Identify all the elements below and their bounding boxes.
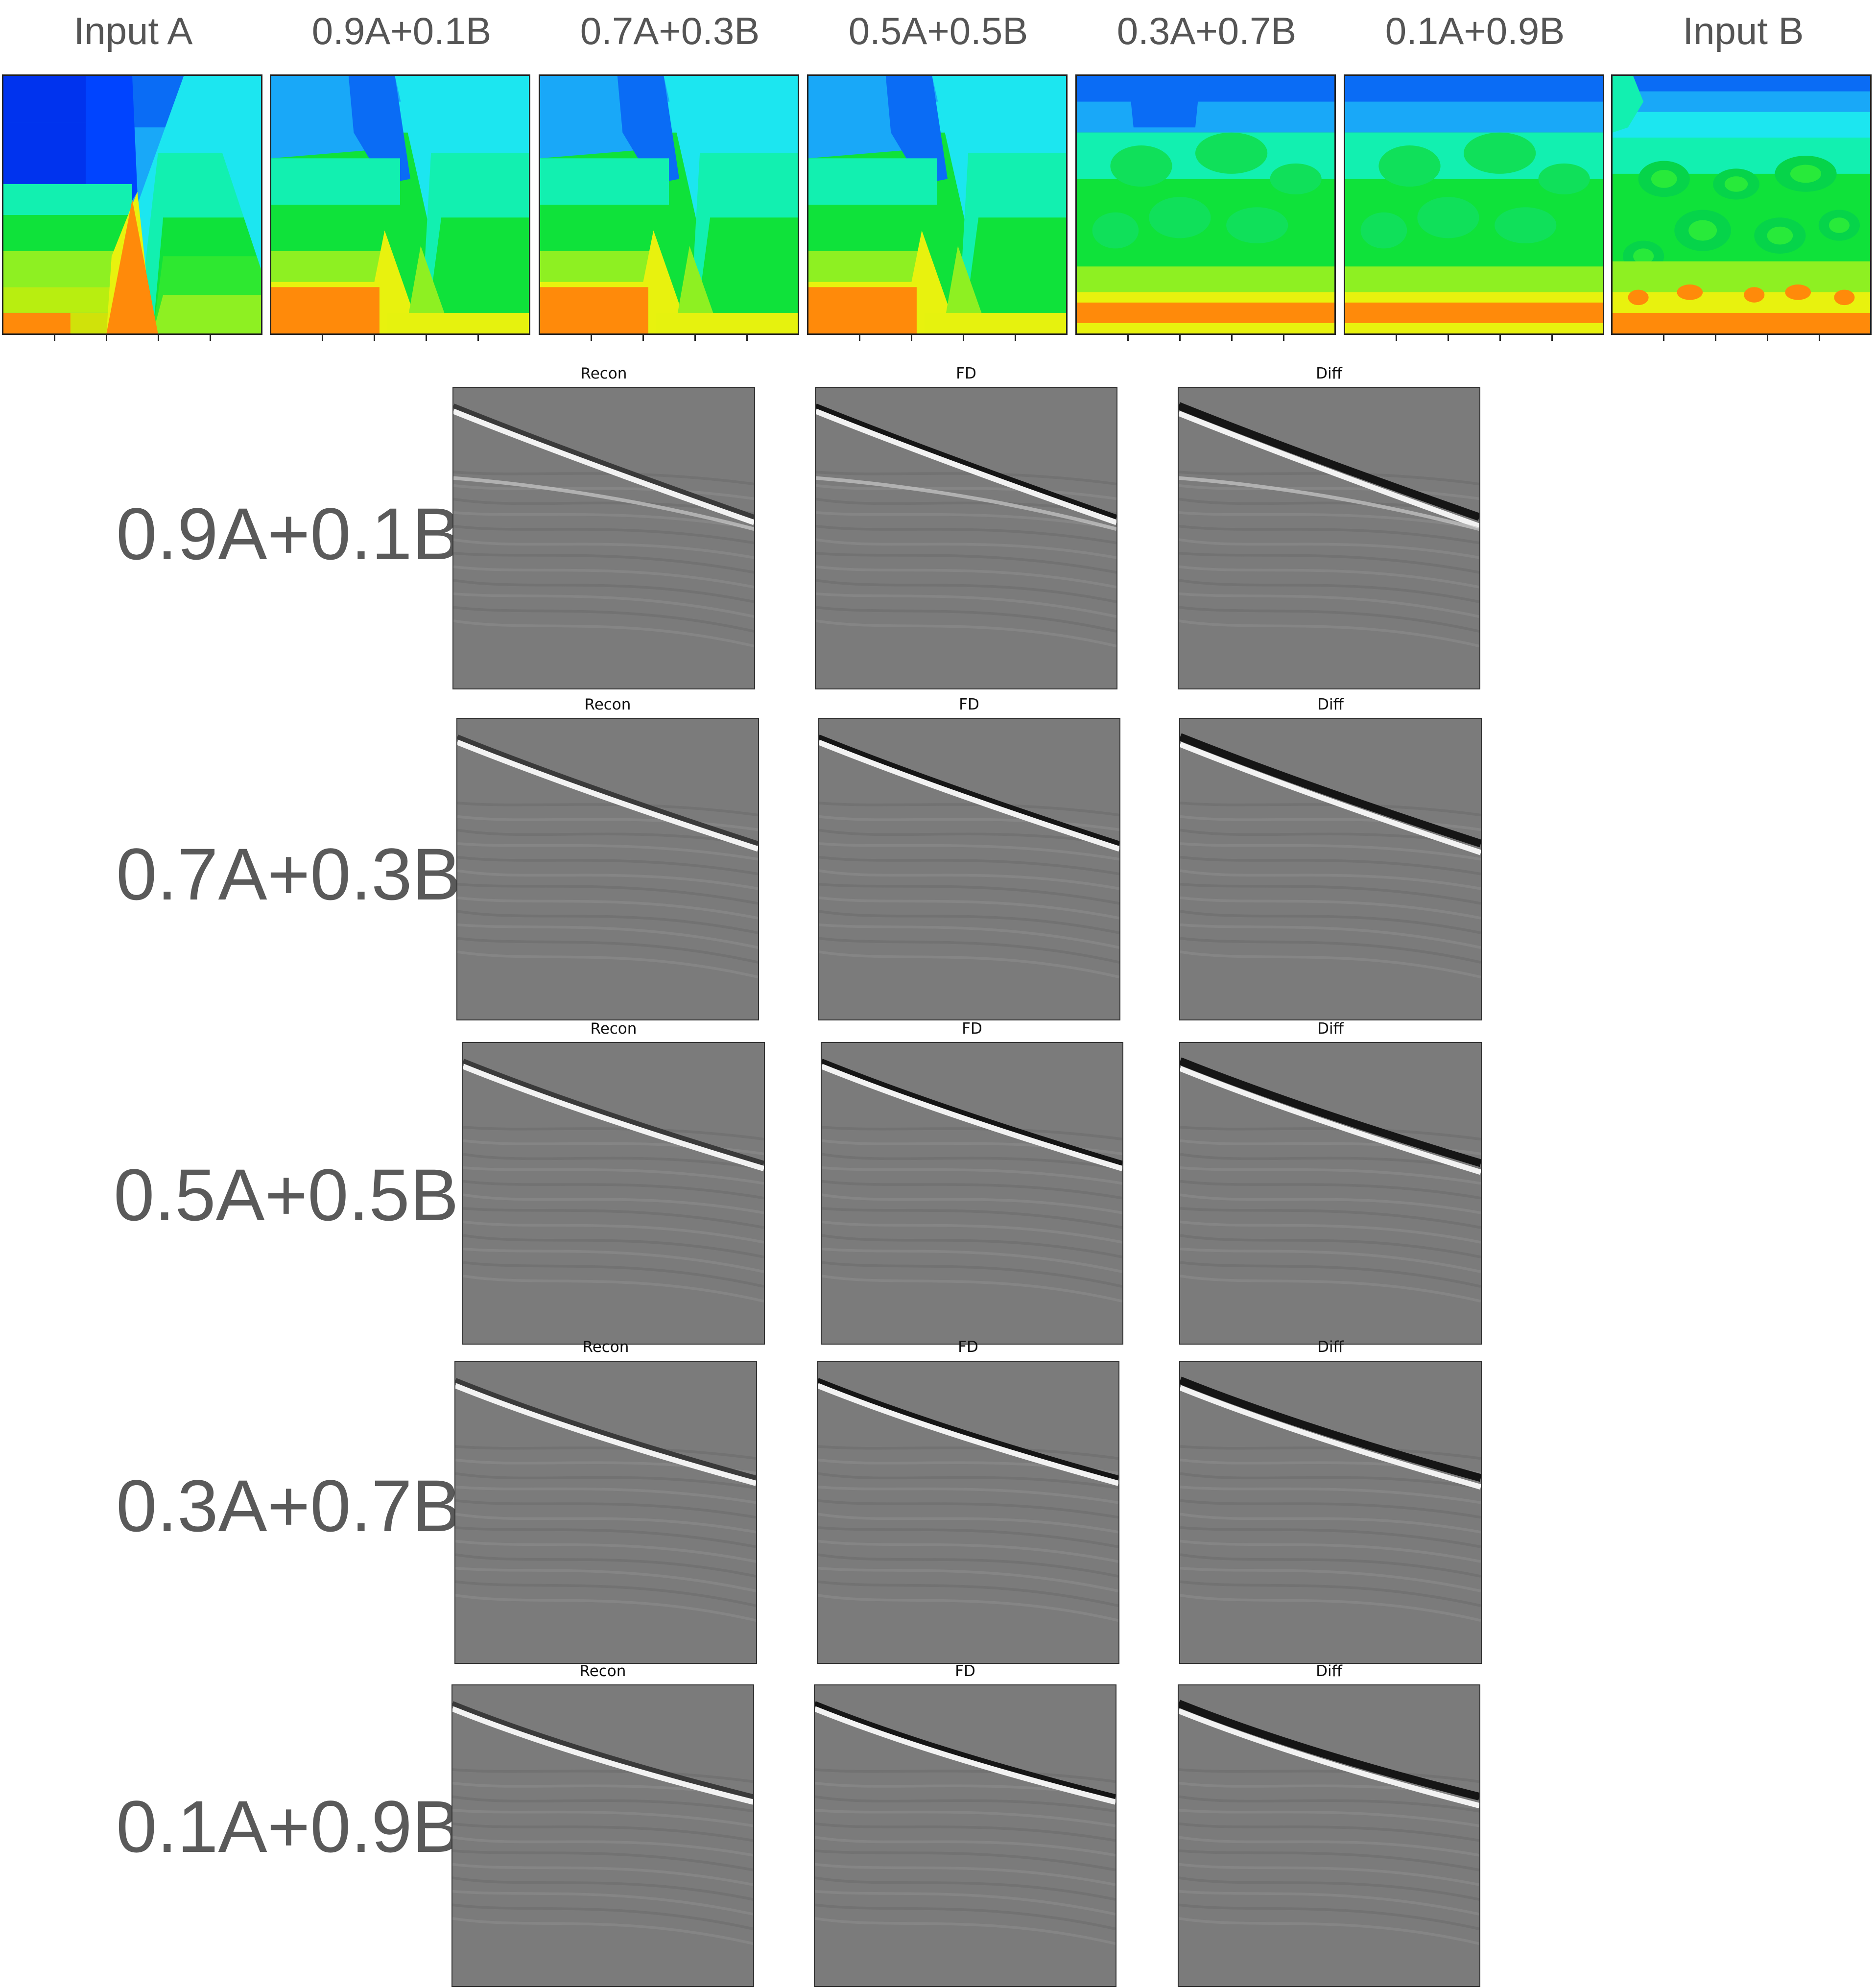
- row-label: 0.7A+0.3B: [116, 833, 461, 915]
- velocity-map-image: [1611, 74, 1872, 335]
- axis-tick-mark: [1179, 335, 1181, 341]
- seismic-panel-fd: [817, 1361, 1119, 1664]
- seismic-panel-recon: [462, 1042, 765, 1345]
- axis-tick-mark: [210, 335, 211, 341]
- axis-tick-mark: [158, 335, 159, 341]
- panel-title-diff: Diff: [1316, 365, 1342, 382]
- axis-tick-mark: [746, 335, 748, 341]
- velocity-map-image: [270, 74, 530, 335]
- seismic-panel-fd: [821, 1042, 1123, 1345]
- panel-title-diff: Diff: [1317, 1338, 1344, 1356]
- axis-tick-mark: [322, 335, 323, 341]
- panel-title-fd: FD: [956, 365, 976, 382]
- seismic-waveform-graphic: [455, 1362, 756, 1663]
- seismic-waveform-graphic: [816, 388, 1116, 688]
- panel-title-fd: FD: [958, 1338, 978, 1356]
- axis-tick-mark: [1715, 335, 1716, 341]
- seismic-waveform-graphic: [452, 1685, 753, 1986]
- panel-title-fd: FD: [955, 1662, 975, 1680]
- seismic-panel-diff: [1178, 1684, 1480, 1987]
- row-label: 0.9A+0.1B: [116, 493, 461, 575]
- row-label: 0.1A+0.9B: [116, 1785, 461, 1868]
- velocity-map-title: 0.3A+0.7B: [1116, 9, 1297, 52]
- row-label: 0.5A+0.5B: [114, 1154, 459, 1236]
- seismic-waveform-graphic: [463, 1043, 764, 1344]
- seismic-waveform-graphic: [1179, 1685, 1479, 1986]
- axis-tick-mark: [911, 335, 912, 341]
- panel-title-recon: Recon: [579, 1662, 626, 1680]
- axis-tick-mark: [1127, 335, 1129, 341]
- axis-tick-mark: [426, 335, 427, 341]
- seismic-panel-fd: [818, 718, 1120, 1020]
- velocity-map-image: [1075, 74, 1336, 335]
- axis-tick-mark: [1819, 335, 1820, 341]
- seismic-panel-diff: [1179, 718, 1482, 1020]
- panel-title-recon: Recon: [580, 365, 627, 382]
- axis-tick-mark: [1767, 335, 1768, 341]
- axis-tick-mark: [694, 335, 696, 341]
- velocity-map-image: [1344, 74, 1604, 335]
- panel-title-diff: Diff: [1317, 696, 1344, 713]
- velocity-map-title: 0.7A+0.3B: [580, 9, 760, 52]
- axis-tick-mark: [54, 335, 55, 341]
- axis-tick-mark: [591, 335, 592, 341]
- velocity-map-graphic: [271, 76, 529, 333]
- panel-title-fd: FD: [962, 1020, 982, 1038]
- seismic-panel-recon: [452, 387, 755, 689]
- seismic-panel-fd: [815, 387, 1117, 689]
- axis-tick-mark: [859, 335, 860, 341]
- axis-tick-mark: [1231, 335, 1233, 341]
- axis-tick-mark: [642, 335, 644, 341]
- seismic-waveform-graphic: [1180, 1362, 1481, 1663]
- seismic-panel-fd: [814, 1684, 1116, 1987]
- seismic-panel-recon: [451, 1684, 754, 1987]
- seismic-waveform-graphic: [819, 719, 1119, 1019]
- velocity-map-graphic: [1345, 76, 1603, 333]
- axis-tick-mark: [1499, 335, 1501, 341]
- velocity-map-title: 0.9A+0.1B: [311, 9, 492, 52]
- axis-tick-mark: [374, 335, 375, 341]
- axis-tick-mark: [1448, 335, 1449, 341]
- panel-title-diff: Diff: [1317, 1020, 1344, 1038]
- axis-tick-mark: [1015, 335, 1016, 341]
- velocity-map-graphic: [808, 76, 1066, 333]
- seismic-waveform-graphic: [815, 1685, 1116, 1986]
- seismic-waveform-graphic: [818, 1362, 1118, 1663]
- velocity-map-image: [807, 74, 1068, 335]
- velocity-map-graphic: [540, 76, 798, 333]
- seismic-panel-recon: [456, 718, 759, 1020]
- seismic-waveform-graphic: [1180, 719, 1481, 1019]
- velocity-map-image: [539, 74, 799, 335]
- row-label: 0.3A+0.7B: [116, 1465, 461, 1547]
- velocity-map-image: [2, 74, 262, 335]
- velocity-map-title: 0.1A+0.9B: [1385, 9, 1565, 52]
- seismic-panel-diff: [1179, 1042, 1482, 1345]
- axis-tick-mark: [1396, 335, 1397, 341]
- seismic-panel-recon: [454, 1361, 757, 1664]
- panel-title-recon: Recon: [584, 696, 631, 713]
- panel-title-recon: Recon: [590, 1020, 637, 1038]
- seismic-waveform-graphic: [822, 1043, 1122, 1344]
- panel-title-diff: Diff: [1316, 1662, 1342, 1680]
- panel-title-fd: FD: [959, 696, 979, 713]
- seismic-waveform-graphic: [457, 719, 758, 1019]
- axis-tick-mark: [963, 335, 964, 341]
- axis-tick-mark: [1283, 335, 1284, 341]
- axis-tick-mark: [1663, 335, 1664, 341]
- seismic-panel-diff: [1178, 387, 1480, 689]
- velocity-map-title: Input B: [1683, 9, 1804, 52]
- seismic-waveform-graphic: [1179, 388, 1479, 688]
- seismic-panel-diff: [1179, 1361, 1482, 1664]
- velocity-map-graphic: [1613, 76, 1870, 333]
- seismic-waveform-graphic: [1180, 1043, 1481, 1344]
- velocity-map-title: Input A: [73, 9, 193, 52]
- axis-tick-mark: [477, 335, 479, 341]
- velocity-map-graphic: [1077, 76, 1334, 333]
- velocity-map-title: 0.5A+0.5B: [848, 9, 1028, 52]
- panel-title-recon: Recon: [582, 1338, 629, 1356]
- axis-tick-mark: [106, 335, 107, 341]
- seismic-waveform-graphic: [453, 388, 754, 688]
- velocity-map-graphic: [3, 76, 261, 333]
- axis-tick-mark: [1551, 335, 1553, 341]
